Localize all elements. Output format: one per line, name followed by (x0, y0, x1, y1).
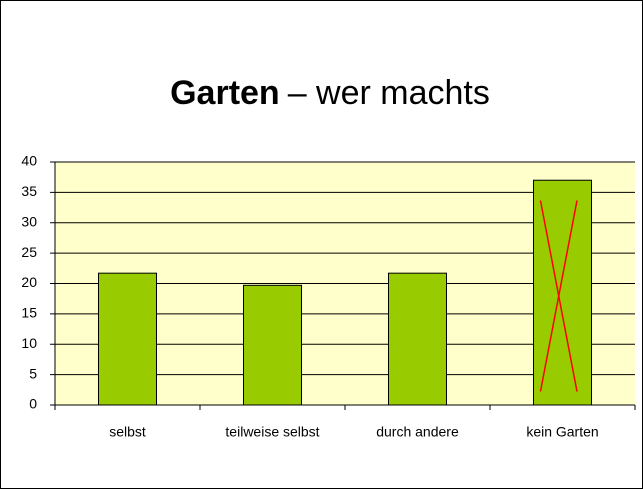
x-tick-label: kein Garten (526, 424, 598, 440)
y-tick-label: 40 (21, 153, 37, 169)
y-tick-label: 5 (29, 365, 37, 381)
x-tick-label: teilweise selbst (225, 424, 319, 440)
bar (98, 272, 157, 406)
cross-out (539, 200, 578, 392)
x-tick-label: selbst (109, 424, 146, 440)
bar (243, 284, 302, 406)
y-tick-label: 20 (21, 274, 37, 290)
x-tick-label: durch andere (376, 424, 459, 440)
y-tick-label: 0 (29, 396, 37, 412)
y-tick-label: 25 (21, 244, 37, 260)
y-tick-label: 10 (21, 335, 37, 351)
title-rest: – wer machts (288, 74, 490, 112)
title-bold: Garten (170, 74, 280, 112)
chart-title: Garten – wer machts (170, 74, 490, 112)
bar (533, 179, 592, 406)
y-tick-label: 15 (21, 305, 37, 321)
y-tick-label: 35 (21, 183, 37, 199)
bar (388, 272, 447, 406)
y-tick-label: 30 (21, 213, 37, 229)
